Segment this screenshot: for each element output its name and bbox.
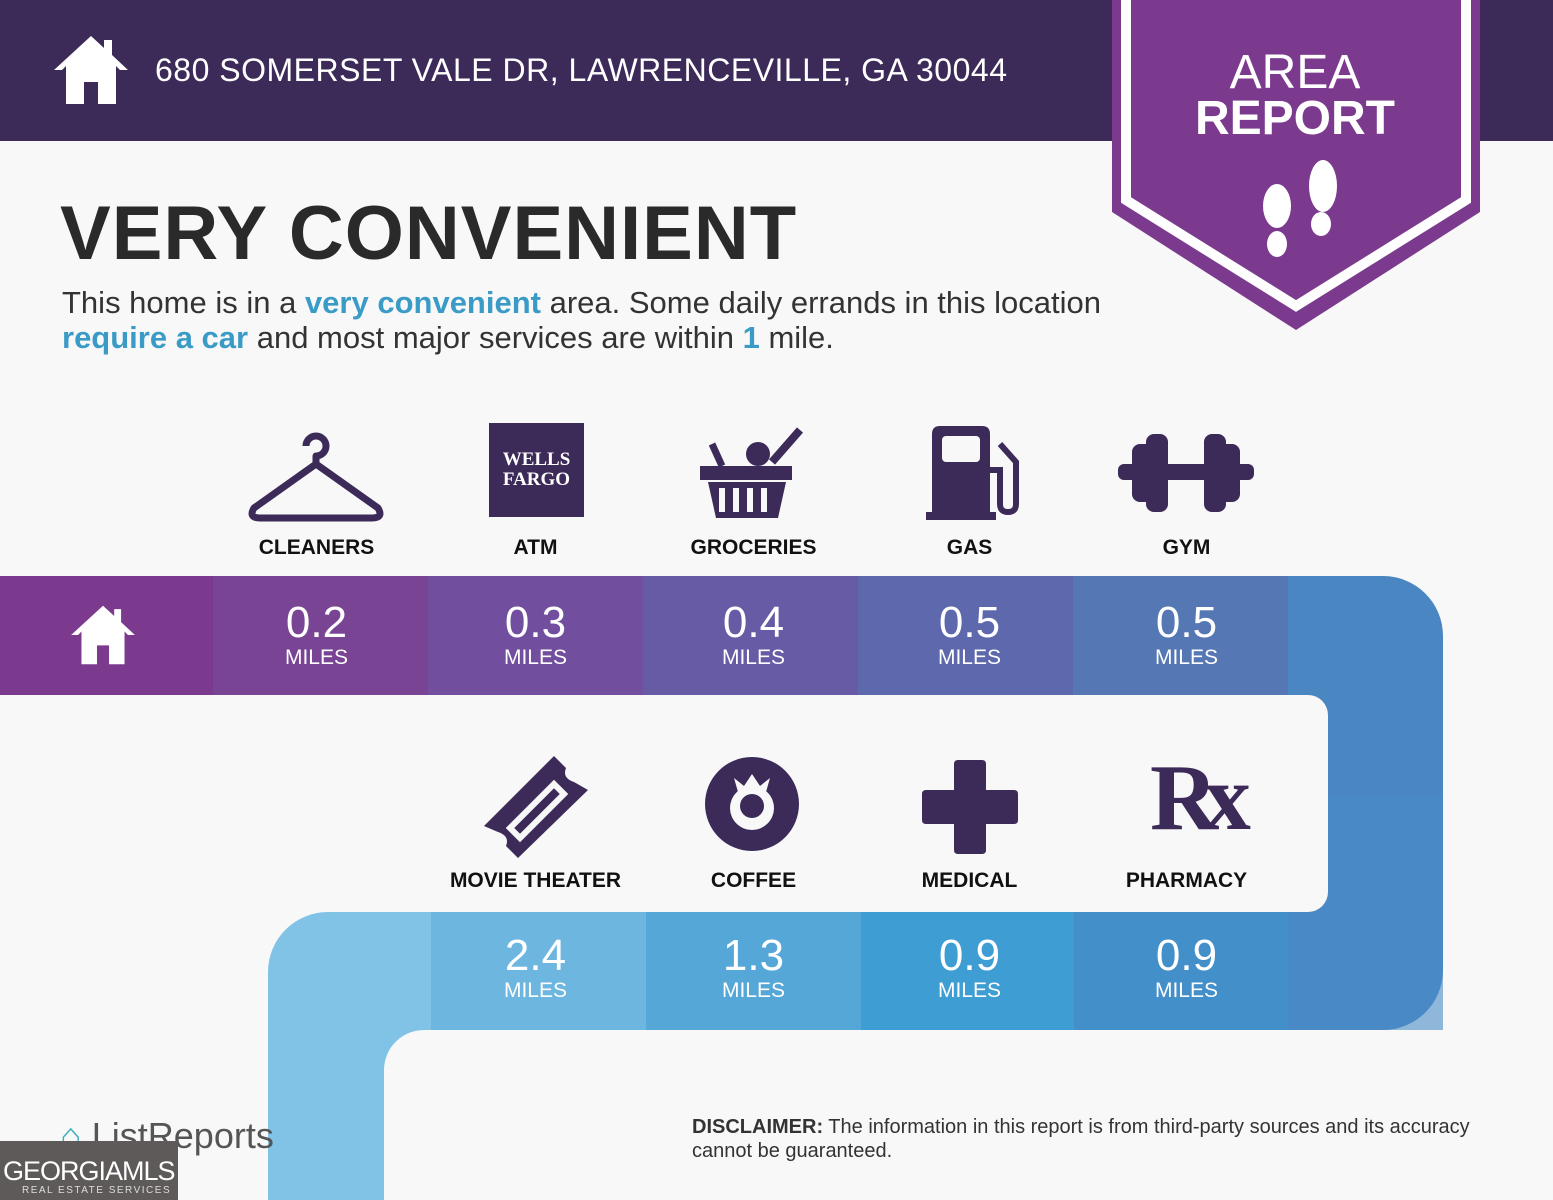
georgia-mls-logo: GEORGIAMLS REAL ESTATE SERVICES [0, 1141, 178, 1200]
footprints-icon [1263, 160, 1337, 257]
home-icon [54, 36, 128, 104]
cleaners-distance: 0.2 MILES [284, 598, 349, 670]
rx-icon: Rx [1150, 746, 1251, 850]
area-report-badge [1112, 0, 1480, 330]
dumbbell-icon [1118, 434, 1254, 512]
headline: VERY CONVENIENT [60, 191, 798, 276]
gas-pump-icon [926, 426, 1019, 520]
gas-distance: 0.5 MILES [937, 598, 1002, 670]
home-icon [71, 605, 135, 665]
grocery-basket-icon [700, 427, 804, 518]
medical-cross-icon [922, 760, 1018, 854]
disclaimer: DISCLAIMER: The information in this repo… [692, 1116, 1470, 1162]
hanger-icon [248, 432, 384, 522]
gas-label: GAS [946, 536, 993, 559]
cleaners-label: CLEANERS [258, 536, 375, 559]
gym-label: GYM [1162, 536, 1211, 559]
listreports-logo: ⌂ ListReports [60, 1115, 274, 1156]
coffee-distance: 1.3 MILES [721, 931, 786, 1003]
pharmacy-distance: 0.9 MILES [1154, 931, 1219, 1003]
medical-distance: 0.9 MILES [937, 931, 1002, 1003]
pharmacy-label: PHARMACY [1125, 869, 1248, 892]
groceries-distance: 0.4 MILES [721, 598, 786, 670]
medical-label: MEDICAL [921, 869, 1018, 892]
wells-fargo-logo: WELLS FARGO [489, 423, 584, 517]
property-address: 680 SOMERSET VALE DR, LAWRENCEVILLE, GA … [155, 52, 1008, 88]
groceries-label: GROCERIES [690, 536, 817, 559]
movie-theater-label: MOVIE THEATER [449, 869, 622, 892]
starbucks-logo [705, 757, 799, 851]
gym-distance: 0.5 MILES [1154, 598, 1219, 670]
ticket-icon [484, 756, 588, 858]
description: This home is in a very convenient area. … [62, 285, 1101, 355]
badge-title: AREA REPORT [1194, 46, 1395, 145]
movie-theater-distance: 2.4 MILES [503, 931, 568, 1003]
coffee-label: COFFEE [710, 869, 797, 892]
atm-label: ATM [513, 536, 558, 559]
atm-distance: 0.3 MILES [503, 598, 568, 670]
